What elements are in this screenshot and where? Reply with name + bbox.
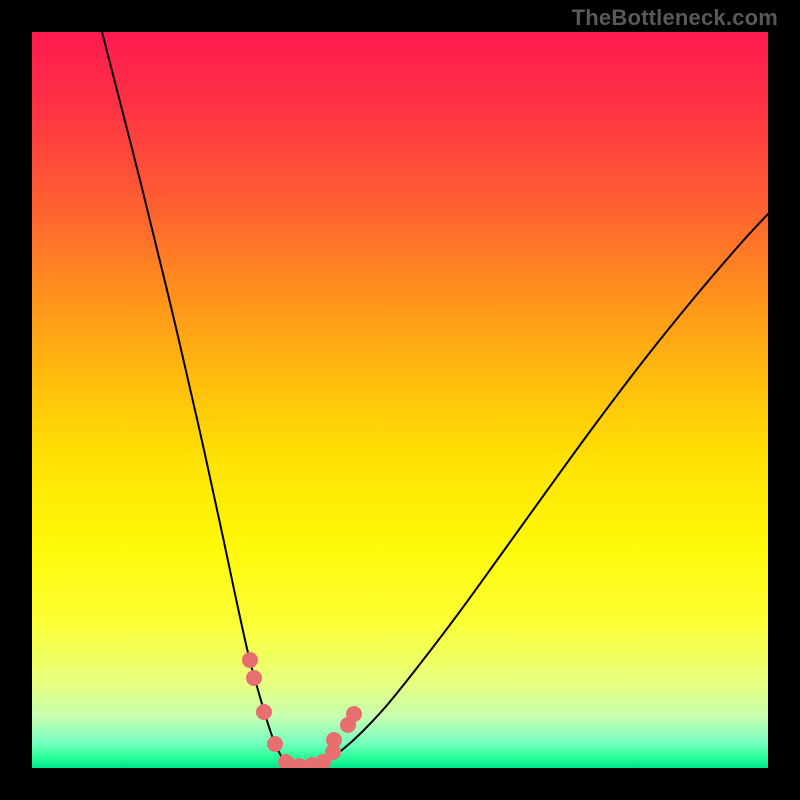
- data-marker: [257, 705, 272, 720]
- plot-area: [32, 32, 768, 768]
- bottleneck-curve: [102, 32, 768, 768]
- data-marker: [243, 653, 258, 668]
- data-marker: [327, 733, 342, 748]
- marker-group: [243, 653, 362, 769]
- data-marker: [347, 707, 362, 722]
- data-marker: [247, 671, 262, 686]
- watermark-text: TheBottleneck.com: [572, 5, 778, 31]
- data-marker: [268, 737, 283, 752]
- chart-overlay: [32, 32, 768, 768]
- chart-frame: TheBottleneck.com: [0, 0, 800, 800]
